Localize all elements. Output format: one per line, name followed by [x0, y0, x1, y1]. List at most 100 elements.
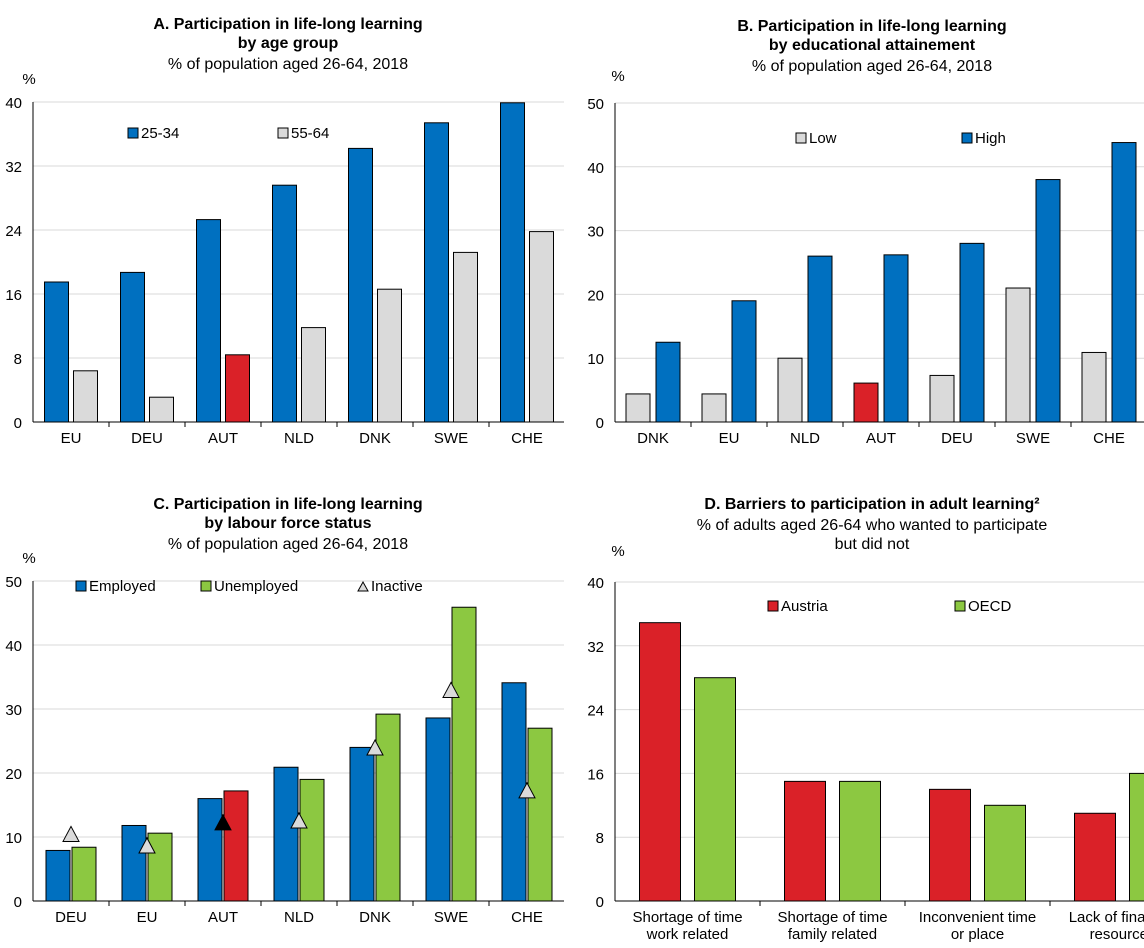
bar-low	[701, 393, 727, 423]
bar-55-64	[149, 396, 174, 423]
bar-employed	[349, 746, 375, 902]
x-tick-label: NLD	[284, 430, 314, 447]
y-tick-label: 8	[14, 351, 22, 368]
y-tick-label: 16	[587, 766, 604, 783]
bar-low	[1005, 287, 1031, 423]
bar-high	[731, 300, 757, 423]
bar-high	[883, 254, 909, 423]
bar-25-34	[500, 102, 525, 423]
legend-label: OECD	[968, 598, 1012, 615]
x-tick-label: DNK	[359, 430, 391, 447]
legend-label: 25-34	[141, 125, 179, 142]
bar-unemployed	[299, 778, 325, 902]
legend-swatch-employed	[75, 580, 87, 592]
x-tick-label: EU	[61, 430, 82, 447]
x-tick-label: CHE	[511, 430, 543, 447]
legend-label: Austria	[781, 598, 828, 615]
x-tick-label: or place	[951, 926, 1004, 943]
y-tick-label: 24	[587, 703, 604, 720]
chart-title: D. Barriers to participation in adult le…	[704, 496, 1039, 513]
x-tick-label: CHE	[1093, 430, 1125, 447]
chart-subtitle: % of population aged 26-64, 2018	[752, 58, 992, 75]
x-tick-label: Shortage of time	[632, 909, 742, 926]
marker-inactive	[62, 825, 80, 842]
bar-low	[625, 393, 651, 423]
bar-austria	[929, 788, 971, 902]
y-tick-label: 0	[14, 415, 22, 432]
bar-55-64	[225, 354, 250, 423]
y-tick-label: 0	[596, 415, 604, 432]
y-tick-label: 40	[587, 575, 604, 592]
bar-low	[929, 374, 955, 423]
legend-label: Low	[809, 130, 837, 147]
bar-employed	[121, 824, 147, 902]
x-tick-label: AUT	[208, 909, 238, 926]
marker-inactive	[518, 781, 536, 799]
x-tick-label: DNK	[359, 909, 391, 926]
legend-swatch-high	[961, 132, 973, 144]
bar-25-34	[348, 147, 373, 423]
bar-55-64	[73, 370, 98, 423]
bar-austria	[639, 622, 681, 902]
x-tick-label: family related	[788, 926, 877, 943]
chart-title: by educational attainement	[769, 37, 976, 54]
x-tick-label: CHE	[511, 909, 543, 926]
x-tick-label: SWE	[434, 909, 468, 926]
y-tick-label: 0	[596, 894, 604, 911]
bar-high	[655, 341, 681, 423]
bar-oecd	[694, 677, 736, 902]
bar-25-34	[44, 281, 69, 423]
panel-a: A. Participation in life-long learning by…	[5, 16, 564, 447]
x-tick-label: DEU	[55, 909, 87, 926]
y-axis-unit: %	[611, 543, 624, 560]
x-tick-label: Lack of financial	[1069, 909, 1144, 926]
x-tick-label: SWE	[434, 430, 468, 447]
y-tick-label: 50	[587, 96, 604, 113]
x-tick-label: NLD	[284, 909, 314, 926]
chart-subtitle: but did not	[835, 536, 910, 553]
x-tick-label: work related	[646, 926, 729, 943]
legend-label: Unemployed	[214, 578, 298, 595]
legend-swatch-inactive	[357, 580, 369, 592]
x-tick-label: SWE	[1016, 430, 1050, 447]
x-tick-label: DNK	[637, 430, 669, 447]
bar-unemployed	[527, 727, 553, 902]
bar-employed	[425, 717, 451, 902]
y-tick-label: 20	[5, 766, 22, 783]
chart-title: by age group	[238, 35, 339, 52]
chart-subtitle: % of population aged 26-64, 2018	[168, 536, 408, 553]
bar-55-64	[529, 231, 554, 423]
x-tick-label: AUT	[866, 430, 896, 447]
bar-employed	[197, 798, 223, 902]
bar-high	[1035, 179, 1061, 423]
bar-55-64	[301, 327, 326, 423]
panel-d: D. Barriers to participation in adult le…	[587, 496, 1144, 943]
x-tick-label: AUT	[208, 430, 238, 447]
bar-employed	[273, 766, 299, 902]
bar-unemployed	[223, 790, 249, 902]
bar-low	[853, 382, 879, 423]
bar-unemployed	[71, 846, 97, 902]
bar-25-34	[120, 271, 145, 423]
bar-oecd	[839, 780, 881, 902]
legend-swatch-austria	[767, 600, 779, 612]
y-tick-label: 30	[5, 702, 22, 719]
marker-inactive	[214, 813, 232, 831]
legend-swatch-low	[795, 132, 807, 144]
bar-high	[1111, 142, 1137, 423]
y-tick-label: 30	[587, 224, 604, 241]
x-tick-label: Inconvenient time	[919, 909, 1037, 926]
y-tick-label: 10	[5, 830, 22, 847]
bar-high	[807, 255, 833, 423]
x-tick-label: Shortage of time	[777, 909, 887, 926]
panel-c: C. Participation in life-long learning by…	[5, 496, 564, 926]
bar-employed	[501, 682, 527, 902]
bar-austria	[784, 780, 826, 902]
y-tick-label: 0	[14, 894, 22, 911]
legend-label: Inactive	[371, 578, 423, 595]
bar-oecd	[984, 804, 1026, 902]
marker-inactive	[442, 681, 460, 698]
legend-swatch-unemployed	[200, 580, 212, 592]
bar-unemployed	[451, 606, 477, 902]
